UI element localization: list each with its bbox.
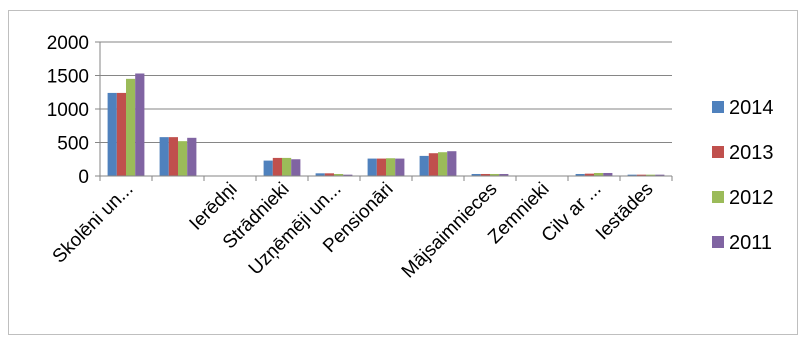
x-category-label: Uzņēmēji un... [245, 179, 346, 280]
legend-swatch-2013 [712, 146, 724, 158]
bar-2014-4 [315, 173, 325, 176]
legend-label-2011: 2011 [729, 232, 772, 254]
chart-frame [8, 10, 798, 335]
legend-label-2014: 2014 [729, 97, 774, 119]
bar-2011-9 [603, 172, 613, 176]
bar-2014-7 [471, 173, 481, 176]
bar-2013-7 [480, 173, 490, 176]
x-category-label: Iestādes [592, 179, 658, 245]
bar-2013-3 [272, 157, 282, 176]
bar-2012-9 [594, 172, 604, 176]
bar-2014-5 [367, 158, 377, 176]
bar-2011-3 [291, 159, 301, 176]
y-tick-label: 500 [57, 134, 89, 155]
legend-swatch-2014 [712, 101, 724, 113]
bar-2014-10 [627, 174, 637, 176]
y-tick-label: 2000 [47, 33, 89, 54]
legend-swatch-2011 [712, 236, 724, 248]
bar-2014-6 [419, 155, 429, 176]
bar-2011-10 [655, 174, 665, 176]
bar-2014-0 [107, 92, 117, 176]
bar-2013-1 [168, 137, 178, 176]
bar-2011-7 [499, 173, 509, 176]
bar-2011-0 [135, 73, 145, 176]
y-tick-label: 0 [78, 167, 89, 188]
bar-2014-1 [159, 137, 169, 176]
bar-2012-1 [178, 141, 188, 176]
y-tick-label: 1500 [47, 67, 89, 88]
bar-2013-10 [636, 174, 646, 176]
bar-2012-7 [490, 173, 500, 176]
bar-2013-5 [376, 158, 386, 176]
bar-2012-10 [646, 174, 656, 176]
bar-2011-5 [395, 158, 405, 176]
legend-swatch-2012 [712, 191, 724, 203]
bar-2014-3 [263, 160, 273, 176]
bar-2011-6 [447, 151, 457, 176]
bar-2013-0 [116, 92, 126, 176]
bar-2011-4 [343, 174, 353, 176]
bar-2012-5 [386, 158, 396, 176]
bar-2012-3 [282, 157, 292, 176]
bar-2012-6 [438, 152, 448, 176]
legend-label-2012: 2012 [729, 187, 774, 209]
bar-2013-4 [324, 173, 334, 176]
bar-2013-6 [428, 153, 438, 176]
bar-2014-9 [575, 173, 585, 176]
bar-2012-4 [334, 173, 344, 176]
y-tick-label: 1000 [47, 100, 89, 121]
bar-2011-1 [187, 137, 197, 176]
bar-2013-9 [584, 173, 594, 176]
legend-label-2013: 2013 [729, 142, 774, 164]
bar-2012-0 [126, 78, 136, 176]
x-category-label: Skolēni un... [49, 179, 138, 268]
